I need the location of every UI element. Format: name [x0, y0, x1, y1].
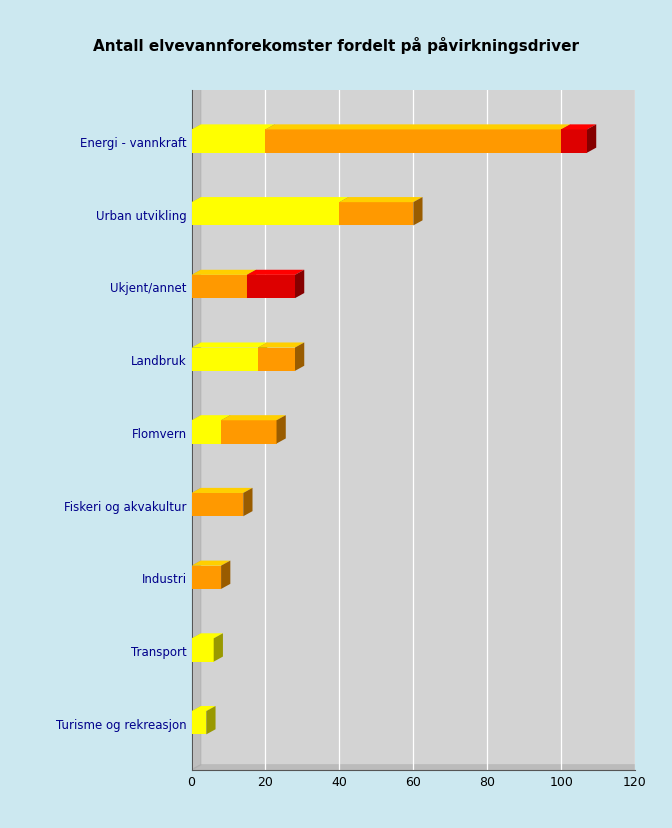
- Polygon shape: [277, 416, 286, 444]
- Polygon shape: [192, 271, 256, 276]
- Polygon shape: [192, 561, 201, 590]
- Polygon shape: [221, 561, 230, 590]
- Bar: [192, 130, 265, 153]
- Polygon shape: [561, 125, 596, 130]
- Polygon shape: [265, 125, 275, 153]
- Bar: [258, 348, 295, 372]
- Polygon shape: [192, 343, 201, 372]
- Polygon shape: [587, 125, 596, 153]
- Bar: [192, 711, 206, 734]
- Polygon shape: [192, 125, 201, 153]
- Bar: [192, 276, 247, 299]
- Polygon shape: [192, 561, 230, 566]
- Polygon shape: [247, 271, 256, 299]
- Polygon shape: [243, 489, 253, 517]
- Polygon shape: [192, 489, 201, 517]
- Polygon shape: [192, 86, 201, 770]
- Bar: [561, 130, 587, 153]
- Polygon shape: [339, 198, 349, 226]
- Bar: [192, 348, 258, 372]
- Polygon shape: [214, 633, 223, 662]
- Bar: [247, 276, 295, 299]
- Polygon shape: [258, 343, 267, 372]
- Polygon shape: [265, 125, 571, 130]
- Bar: [265, 130, 561, 153]
- Bar: [192, 566, 221, 590]
- Polygon shape: [192, 633, 201, 662]
- Polygon shape: [295, 343, 304, 372]
- Bar: [192, 638, 214, 662]
- Polygon shape: [192, 706, 201, 734]
- Polygon shape: [247, 271, 304, 276]
- Bar: [339, 203, 413, 226]
- Polygon shape: [561, 125, 571, 153]
- Polygon shape: [258, 343, 304, 348]
- Polygon shape: [192, 489, 253, 493]
- Polygon shape: [339, 198, 423, 203]
- Polygon shape: [206, 706, 216, 734]
- Polygon shape: [221, 416, 286, 421]
- Polygon shape: [413, 198, 423, 226]
- Polygon shape: [192, 125, 275, 130]
- Bar: [192, 421, 221, 444]
- Polygon shape: [192, 271, 201, 299]
- Polygon shape: [192, 416, 230, 421]
- Polygon shape: [192, 198, 349, 203]
- Bar: [192, 203, 339, 226]
- Polygon shape: [192, 706, 216, 711]
- Polygon shape: [192, 633, 223, 638]
- Polygon shape: [192, 198, 201, 226]
- Bar: [192, 493, 243, 517]
- Polygon shape: [192, 765, 644, 770]
- Bar: [221, 421, 277, 444]
- Polygon shape: [192, 343, 267, 348]
- Polygon shape: [221, 416, 230, 444]
- Polygon shape: [295, 271, 304, 299]
- Text: Antall elvevannforekomster fordelt på påvirkningsdriver: Antall elvevannforekomster fordelt på på…: [93, 37, 579, 55]
- Polygon shape: [192, 416, 201, 444]
